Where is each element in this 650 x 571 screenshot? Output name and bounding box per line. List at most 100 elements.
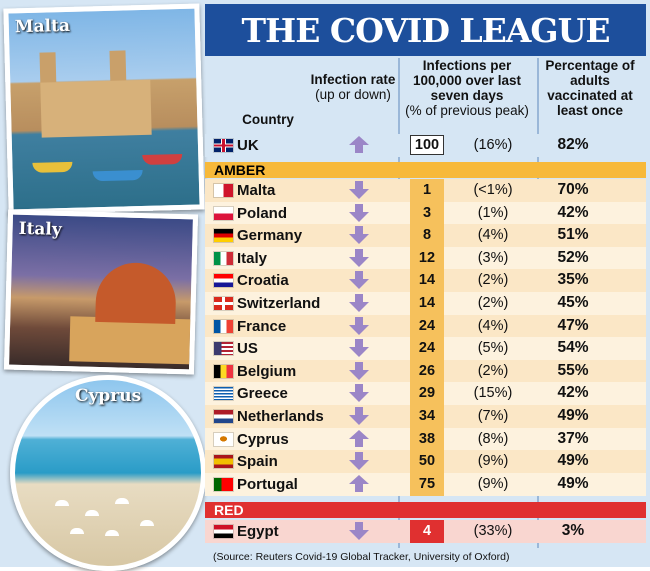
infections-value: 24: [410, 337, 444, 360]
arrow-up-icon: [348, 428, 370, 451]
malta-boat: [142, 153, 183, 166]
table-row: US 24 (5%) 54%: [205, 337, 646, 360]
table-row: Egypt 4 (33%) 3%: [205, 520, 646, 543]
arrow-down-icon: [348, 405, 370, 428]
infections-value: 34: [410, 405, 444, 428]
vaccinated-percent: 3%: [561, 522, 585, 540]
portugal-flag-icon: [214, 478, 233, 491]
spain-flag-icon: [214, 455, 233, 468]
italy-cathedral-dome: [95, 261, 177, 324]
vaccinated-percent: 49%: [557, 452, 589, 470]
peak-percent: (4%): [477, 227, 509, 244]
header-vaccinated: Percentage of adults vaccinated at least…: [545, 58, 635, 118]
peak-percent: (2%): [477, 272, 509, 289]
header-infection-rate-sub: (up or down): [315, 87, 391, 102]
arrow-up-icon: [348, 473, 370, 496]
arrow-down-icon: [348, 337, 370, 360]
arrow-down-icon: [348, 360, 370, 383]
table-row: Greece 29 (15%) 42%: [205, 382, 646, 405]
country-name: Netherlands: [237, 407, 324, 425]
beach-umbrella: [70, 528, 84, 534]
country-name: Italy: [237, 249, 268, 267]
vaccinated-percent: 35%: [557, 271, 589, 289]
beach-umbrella: [55, 500, 69, 506]
peak-percent: (9%): [477, 476, 509, 493]
infections-value: 50: [410, 450, 444, 473]
infections-value: 3: [410, 202, 444, 225]
cyprus-photo-label: Cyprus: [75, 386, 142, 406]
italy-photo-label: Italy: [18, 218, 63, 240]
peak-percent: (15%): [473, 385, 513, 402]
infections-value: 38: [410, 428, 444, 451]
vaccinated-percent: 51%: [557, 226, 589, 244]
peak-percent: (7%): [477, 408, 509, 425]
country-name: UK: [237, 136, 259, 154]
arrow-down-icon: [348, 450, 370, 473]
infections-value: 8: [410, 224, 444, 247]
arrow-down-icon: [348, 269, 370, 292]
source-note: (Source: Reuters Covid-19 Global Tracker…: [213, 551, 510, 563]
table-row: Netherlands 34 (7%) 49%: [205, 405, 646, 428]
infections-value: 12: [410, 247, 444, 270]
egypt-flag-icon: [214, 525, 233, 538]
arrow-down-icon: [348, 520, 370, 543]
peak-percent: (1%): [477, 205, 509, 222]
arrow-down-icon: [348, 202, 370, 225]
country-name: Cyprus: [237, 430, 289, 448]
table-row: Croatia 14 (2%) 35%: [205, 269, 646, 292]
red-section-bar: RED: [205, 502, 646, 518]
country-name: Belgium: [237, 362, 297, 380]
beach-umbrella: [85, 510, 99, 516]
arrow-down-icon: [348, 315, 370, 338]
header-infections-title: Infections per 100,000 over last seven d…: [412, 58, 522, 103]
table-row: Malta 1 (<1%) 70%: [205, 179, 646, 202]
country-name: Spain: [237, 452, 278, 470]
peak-percent: (2%): [477, 363, 509, 380]
table-row: Belgium 26 (2%) 55%: [205, 360, 646, 383]
infections-value: 14: [410, 269, 444, 292]
table-row: Switzerland 14 (2%) 45%: [205, 292, 646, 315]
header-infections: Infections per 100,000 over last seven d…: [398, 58, 536, 118]
infections-value: 1: [410, 179, 444, 202]
vaccinated-percent: 52%: [557, 249, 589, 267]
malta-boat: [92, 170, 143, 182]
country-name: Switzerland: [237, 294, 321, 312]
peak-percent: (16%): [473, 137, 513, 154]
beach-umbrella: [105, 530, 119, 536]
uk-flag-icon: [214, 139, 233, 152]
vaccinated-percent: 37%: [557, 430, 589, 448]
belgium-flag-icon: [214, 365, 233, 378]
table-row: Cyprus 38 (8%) 37%: [205, 428, 646, 451]
peak-percent: (8%): [477, 431, 509, 448]
table-row: Portugal 75 (9%) 49%: [205, 473, 646, 496]
poland-flag-icon: [214, 207, 233, 220]
vaccinated-percent: 55%: [557, 362, 589, 380]
malta-flag-icon: [214, 184, 233, 197]
country-name: Germany: [237, 226, 303, 244]
amber-label: AMBER: [214, 162, 266, 178]
table-row: Germany 8 (4%) 51%: [205, 224, 646, 247]
header-infection-rate-title: Infection rate: [310, 72, 396, 87]
peak-percent: (2%): [477, 295, 509, 312]
table-row: Poland 3 (1%) 42%: [205, 202, 646, 225]
italy-flag-icon: [214, 252, 233, 265]
table-row: Spain 50 (9%) 49%: [205, 450, 646, 473]
peak-percent: (33%): [473, 523, 513, 540]
table-row: Italy 12 (3%) 52%: [205, 247, 646, 270]
country-name: Portugal: [237, 475, 298, 493]
infections-value: 24: [410, 315, 444, 338]
vaccinated-percent: 82%: [557, 136, 589, 154]
beach-umbrella: [140, 520, 154, 526]
peak-percent: (3%): [477, 250, 509, 267]
vaccinated-percent: 45%: [557, 294, 589, 312]
country-name: US: [237, 339, 258, 357]
vaccinated-percent: 42%: [557, 204, 589, 222]
beach-umbrella: [115, 498, 129, 504]
vaccinated-percent: 47%: [557, 317, 589, 335]
malta-church: [40, 79, 152, 138]
germany-flag-icon: [214, 229, 233, 242]
us-flag-icon: [214, 342, 233, 355]
vaccinated-percent: 42%: [557, 384, 589, 402]
vaccinated-percent: 49%: [557, 475, 589, 493]
arrow-down-icon: [348, 382, 370, 405]
